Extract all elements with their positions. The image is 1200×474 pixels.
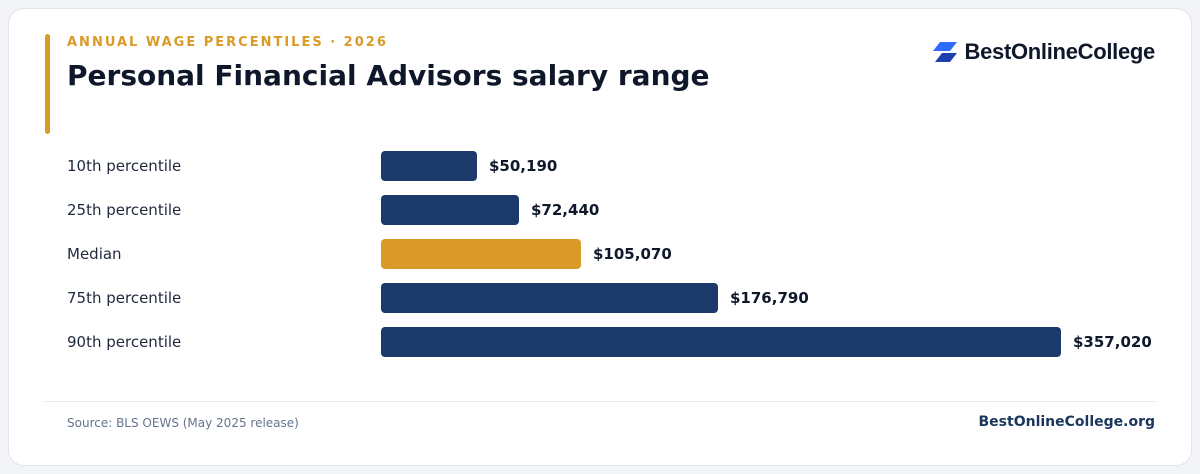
brand-logo: BestOnlineCollege [932, 39, 1156, 65]
source-note: Source: BLS OEWS (May 2025 release) [67, 416, 299, 430]
value-label-25th-percentile: $72,440 [531, 201, 600, 219]
category-label-90th-percentile: 90th percentile [67, 333, 182, 351]
value-label-90th-percentile: $357,020 [1073, 333, 1152, 351]
bar-90th-percentile [381, 327, 1061, 357]
bar-chart: 10th percentile $50,190 25th percentile $72… [9, 9, 1193, 467]
chart-title: Personal Financial Advisors salary range [67, 59, 710, 92]
category-label-10th-percentile: 10th percentile [67, 157, 182, 175]
value-label-10th-percentile: $50,190 [489, 157, 558, 175]
accent-bar [45, 34, 50, 134]
category-label-25th-percentile: 25th percentile [67, 201, 182, 219]
bar-10th-percentile [381, 151, 477, 181]
category-label-median: Median [67, 245, 122, 263]
footer-divider [45, 401, 1155, 402]
chart-kicker: ANNUAL WAGE PERCENTILES · 2026 [67, 35, 388, 50]
brand-name: BestOnlineCollege [964, 39, 1156, 64]
category-label-75th-percentile: 75th percentile [67, 289, 182, 307]
footer-site-link[interactable]: BestOnlineCollege.org [978, 414, 1155, 430]
value-label-median: $105,070 [593, 245, 672, 263]
stacked-parallelogram-logo-icon [932, 42, 957, 62]
bar-75th-percentile [381, 283, 718, 313]
bar-25th-percentile [381, 195, 519, 225]
chart-card: ANNUAL WAGE PERCENTILES · 2026 Personal … [8, 8, 1192, 466]
value-label-75th-percentile: $176,790 [730, 289, 809, 307]
bar-median [381, 239, 581, 269]
